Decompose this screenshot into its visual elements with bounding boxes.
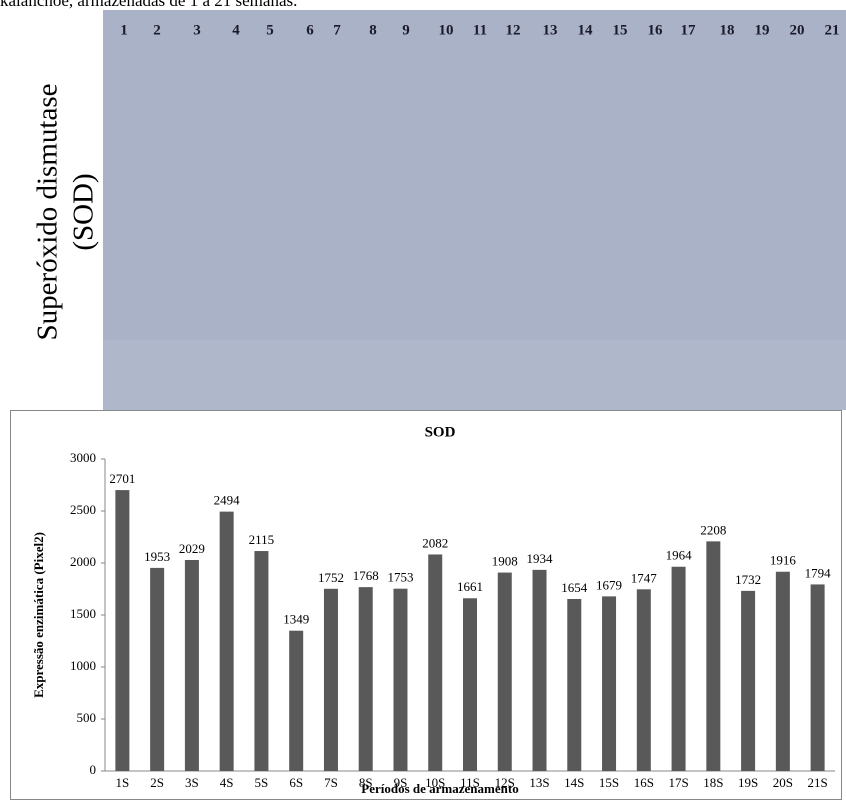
x-tick-label: 5S [255, 775, 269, 790]
x-tick-label: 21S [808, 775, 828, 790]
bar [811, 584, 825, 771]
x-tick-label: 3S [185, 775, 199, 790]
bar [602, 596, 616, 771]
value-label: 1752 [318, 570, 344, 585]
y-tick-label: 2000 [70, 554, 96, 569]
bar [776, 572, 790, 771]
lane-number: 11 [473, 22, 487, 38]
bar [498, 573, 512, 771]
value-label: 1654 [561, 580, 588, 595]
x-tick-label: 9S [394, 775, 408, 790]
y-tick-label: 3000 [70, 450, 96, 465]
y-axis-title: Expressão enzimática (Pixel2) [31, 532, 46, 698]
y-tick-label: 500 [77, 710, 97, 725]
lane-number: 8 [369, 22, 377, 38]
lane-number: 1 [120, 22, 128, 38]
lane-number: 14 [578, 22, 594, 38]
value-label: 1732 [735, 572, 761, 587]
blot-shade [103, 340, 846, 410]
x-tick-label: 12S [495, 775, 515, 790]
value-label: 1679 [596, 577, 622, 592]
lane-number: 2 [153, 22, 161, 38]
lane-number: 18 [720, 22, 735, 38]
value-label: 2208 [700, 522, 726, 537]
bar [463, 598, 477, 771]
value-label: 1349 [283, 612, 309, 627]
value-label: 1753 [387, 570, 413, 585]
bar [150, 568, 164, 771]
bar [706, 541, 720, 771]
blot-label-line: Superóxido dismutase [32, 84, 64, 341]
bar [741, 591, 755, 771]
lane-number: 12 [506, 22, 521, 38]
lane-number: 10 [439, 22, 454, 38]
bar [220, 512, 234, 771]
lane-number: 3 [193, 22, 201, 38]
y-tick-label: 1500 [70, 606, 96, 621]
value-label: 1916 [770, 553, 797, 568]
x-tick-label: 11S [460, 775, 480, 790]
value-label: 1661 [457, 579, 483, 594]
y-tick-label: 0 [90, 762, 97, 777]
x-tick-label: 20S [773, 775, 793, 790]
blot-label: Superóxido dismutase (SOD) [32, 84, 100, 341]
bar [289, 631, 303, 771]
value-label: 1747 [631, 570, 658, 585]
x-tick-label: 6S [289, 775, 303, 790]
value-label: 1794 [805, 565, 832, 580]
y-tick-label: 1000 [70, 658, 96, 673]
x-tick-label: 1S [116, 775, 130, 790]
figure: kalanchoe, armazenadas de 1 a 21 semanas… [0, 0, 846, 805]
lane-number: 15 [613, 22, 628, 38]
lane-number: 13 [543, 22, 558, 38]
x-tick-label: 14S [564, 775, 584, 790]
lane-number: 20 [790, 22, 805, 38]
x-tick-label: 2S [150, 775, 164, 790]
value-label: 2082 [422, 535, 448, 550]
x-tick-label: 16S [634, 775, 654, 790]
x-tick-label: 10S [425, 775, 445, 790]
lane-number: 17 [681, 22, 697, 38]
value-label: 1934 [527, 551, 554, 566]
value-label: 1908 [492, 554, 518, 569]
bar [359, 587, 373, 771]
bar [254, 551, 268, 771]
lane-number: 5 [266, 22, 274, 38]
blot-label-line: (SOD) [68, 173, 100, 250]
x-tick-label: 8S [359, 775, 373, 790]
value-label: 1964 [666, 548, 693, 563]
value-label: 2494 [214, 493, 241, 508]
x-tick-label: 15S [599, 775, 619, 790]
x-tick-label: 13S [529, 775, 549, 790]
bar [115, 490, 129, 771]
bar [533, 570, 547, 771]
bar [637, 589, 651, 771]
bar [672, 567, 686, 771]
value-label: 2701 [109, 471, 135, 486]
lane-number: 4 [232, 22, 240, 38]
x-tick-label: 19S [738, 775, 758, 790]
chart-title: SOD [425, 424, 456, 440]
x-tick-label: 18S [703, 775, 723, 790]
x-tick-label: 17S [668, 775, 688, 790]
value-label: 1768 [353, 568, 379, 583]
bar [393, 589, 407, 771]
bar [567, 599, 581, 771]
lane-number: 7 [333, 22, 341, 38]
y-tick-label: 2500 [70, 502, 96, 517]
value-label: 2029 [179, 541, 205, 556]
lane-number: 9 [402, 22, 410, 38]
bar [428, 554, 442, 771]
lane-number: 16 [648, 22, 664, 38]
lane-number: 6 [306, 22, 314, 38]
x-tick-label: 7S [324, 775, 338, 790]
value-label: 1953 [144, 549, 170, 564]
bar [324, 589, 338, 771]
lane-number: 19 [755, 22, 770, 38]
caption-fragment: kalanchoe, armazenadas de 1 a 21 semanas… [0, 0, 297, 10]
value-label: 2115 [249, 532, 275, 547]
lane-number: 21 [825, 22, 840, 38]
x-tick-label: 4S [220, 775, 234, 790]
bar [185, 560, 199, 771]
